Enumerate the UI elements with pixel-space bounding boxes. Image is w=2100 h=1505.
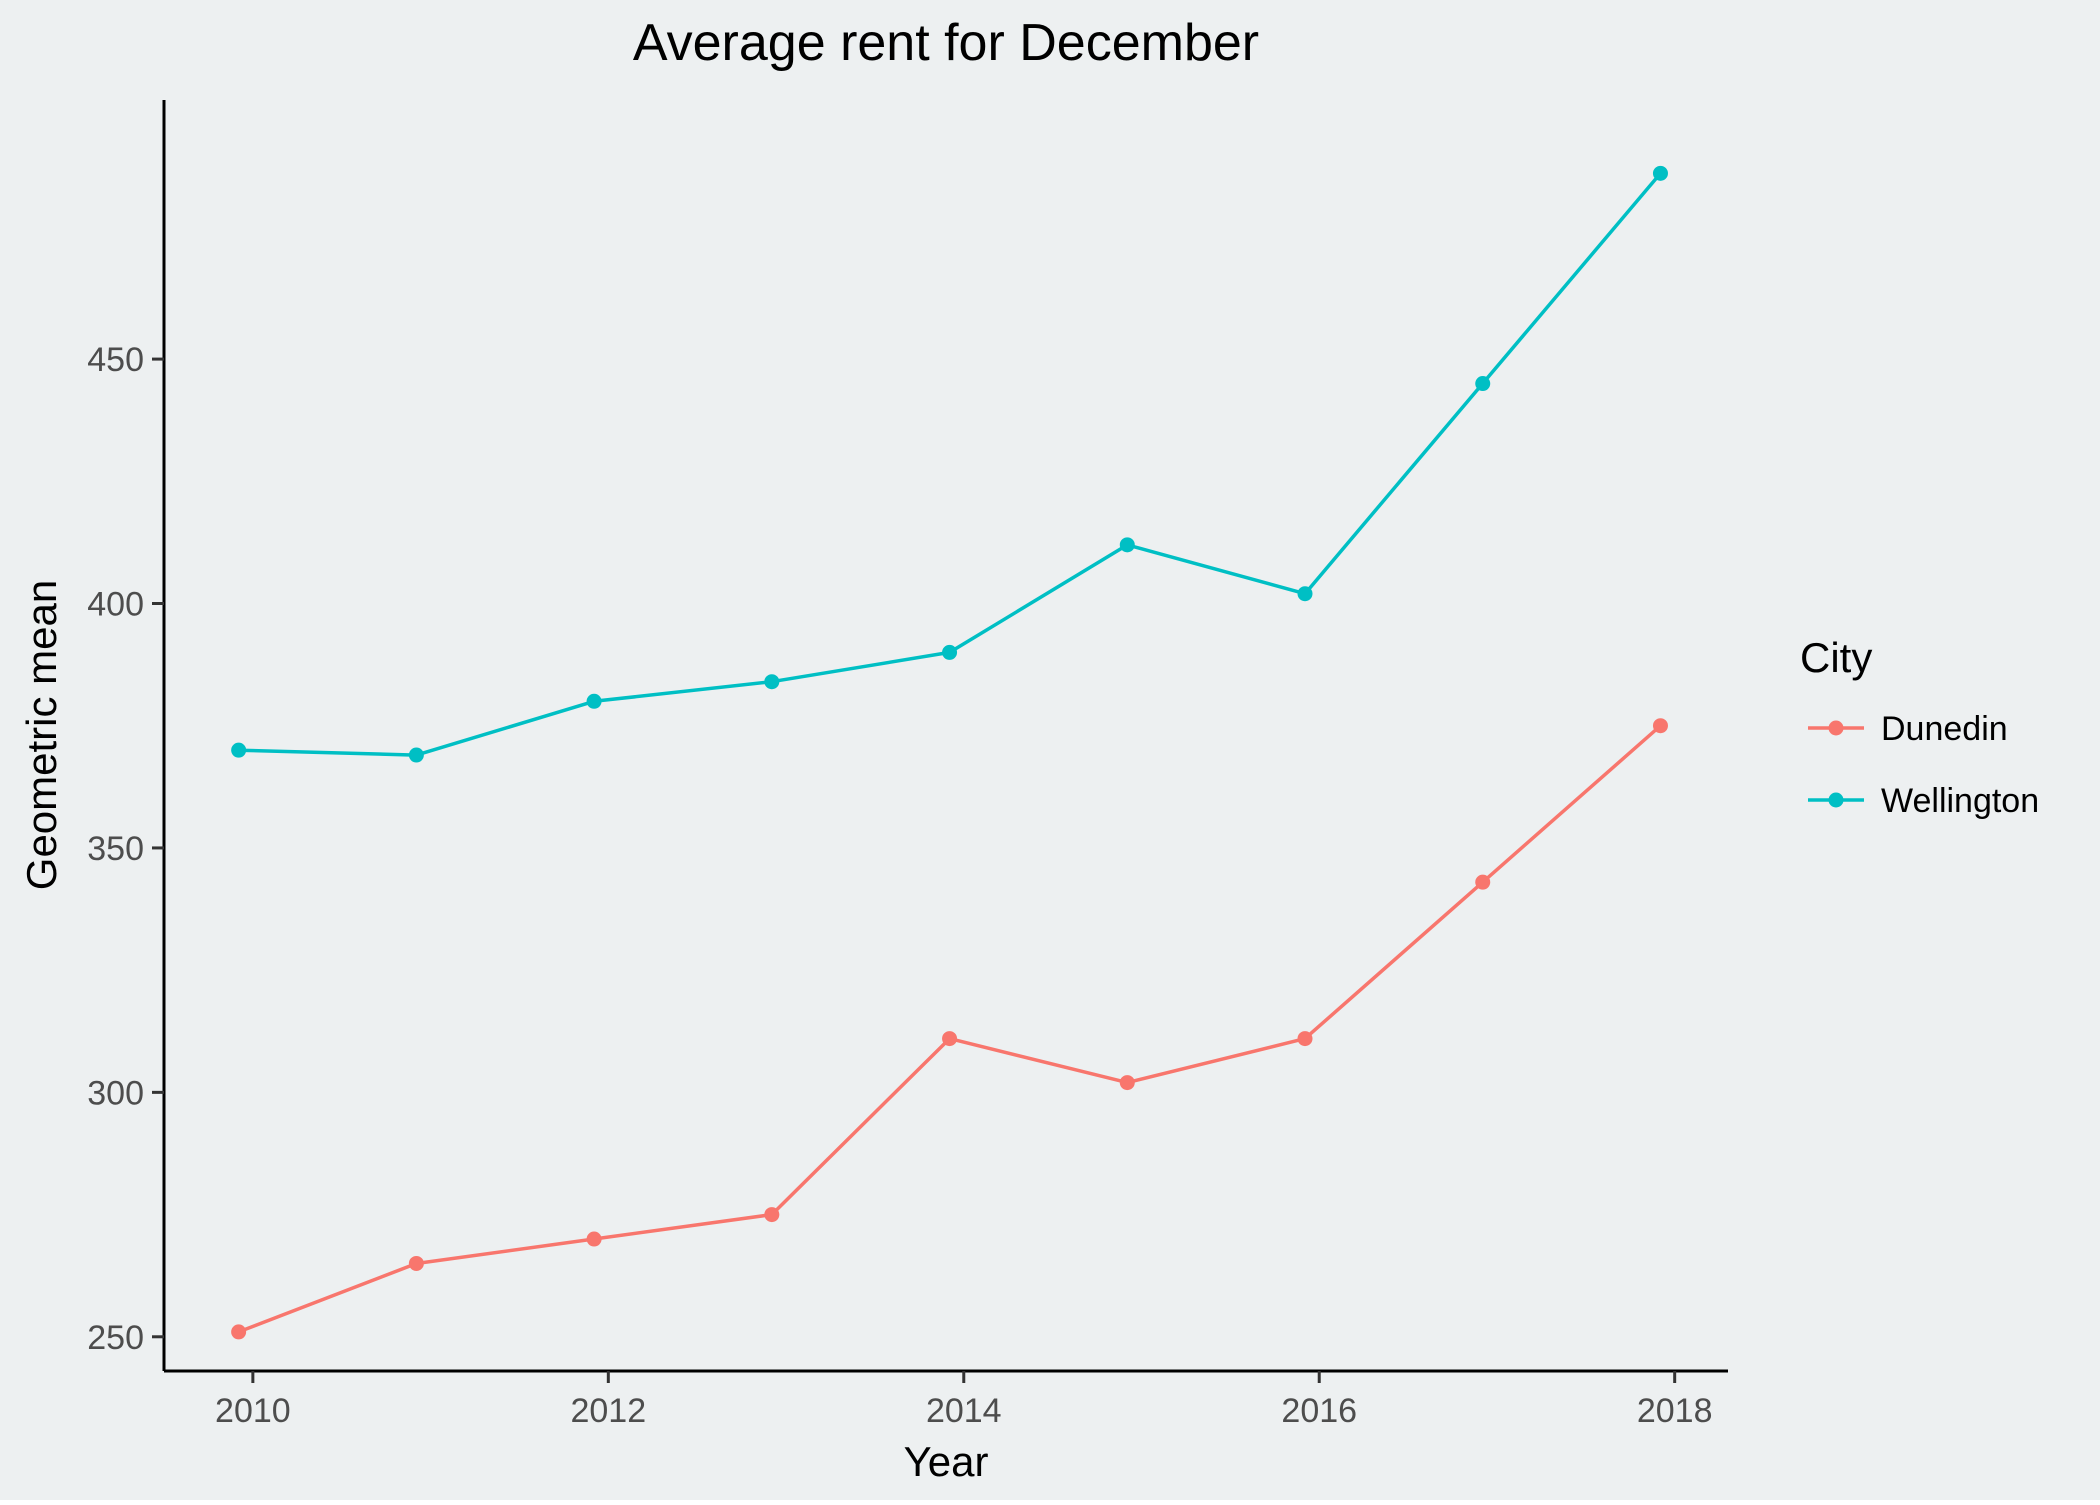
series-wellington (231, 165, 1668, 763)
y-tick-label: 450 (87, 341, 144, 379)
data-point-wellington (586, 693, 602, 709)
ticks: 250 300 350 400 450 2010 2012 2014 2016 2018 (87, 341, 1712, 1430)
axes (162, 100, 1728, 1373)
x-tick-label: 2018 (1637, 1392, 1713, 1430)
data-point-dunedin (1475, 874, 1491, 890)
chart-title: Average rent for December (633, 14, 1259, 72)
legend-items: Dunedin Wellington (1808, 710, 2039, 820)
data-point-dunedin (1297, 1031, 1313, 1047)
legend-label: Dunedin (1881, 710, 2008, 748)
x-tick-label: 2012 (570, 1392, 646, 1430)
data-point-wellington (764, 674, 780, 690)
legend-title: City (1800, 634, 1872, 681)
y-tick-label: 400 (87, 586, 144, 624)
legend-label: Wellington (1881, 782, 2039, 820)
legend-key-point (1828, 720, 1844, 736)
x-tick-label: 2016 (1281, 1392, 1357, 1430)
data-point-wellington (231, 742, 247, 758)
data-point-wellington (408, 747, 424, 763)
data-point-wellington (1297, 586, 1313, 602)
x-axis-title: Year (904, 1438, 989, 1485)
data-point-dunedin (586, 1231, 602, 1247)
series-layer (231, 165, 1668, 1340)
data-point-dunedin (231, 1324, 247, 1340)
data-point-dunedin (1119, 1075, 1135, 1091)
y-tick-label: 350 (87, 830, 144, 868)
data-point-wellington (1475, 376, 1491, 392)
legend-item-wellington: Wellington (1808, 782, 2039, 820)
y-axis-title: Geometric mean (18, 580, 65, 890)
data-point-wellington (1119, 537, 1135, 553)
y-tick-label: 250 (87, 1319, 144, 1357)
data-point-dunedin (942, 1031, 958, 1047)
data-point-wellington (942, 644, 958, 660)
x-tick-label: 2014 (926, 1392, 1002, 1430)
legend: City Dunedin Wellington (1800, 634, 2039, 820)
data-point-wellington (1652, 165, 1668, 181)
data-point-dunedin (1652, 718, 1668, 734)
legend-key-point (1828, 792, 1844, 808)
y-tick-label: 300 (87, 1074, 144, 1112)
data-point-dunedin (764, 1207, 780, 1223)
series-dunedin (231, 718, 1668, 1340)
data-point-dunedin (408, 1255, 424, 1271)
legend-item-dunedin: Dunedin (1808, 710, 2008, 748)
x-tick-label: 2010 (215, 1392, 291, 1430)
